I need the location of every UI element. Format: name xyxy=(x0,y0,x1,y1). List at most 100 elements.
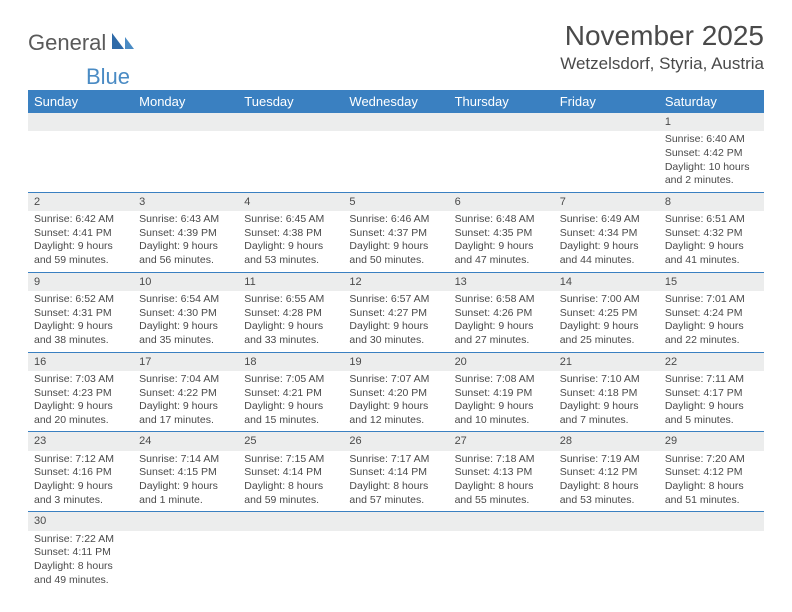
cell-body: Sunrise: 7:15 AMSunset: 4:14 PMDaylight:… xyxy=(238,451,343,512)
calendar-cell: 2Sunrise: 6:42 AMSunset: 4:41 PMDaylight… xyxy=(28,192,133,272)
sunrise-text: Sunrise: 7:05 AM xyxy=(244,373,337,387)
sunrise-text: Sunrise: 7:03 AM xyxy=(34,373,127,387)
sunrise-text: Sunrise: 7:08 AM xyxy=(455,373,548,387)
calendar-cell: 21Sunrise: 7:10 AMSunset: 4:18 PMDayligh… xyxy=(554,352,659,432)
daylight-text: Daylight: 9 hours and 10 minutes. xyxy=(455,400,548,427)
day-number-empty xyxy=(238,512,343,530)
day-number: 2 xyxy=(28,193,133,211)
calendar-cell: 12Sunrise: 6:57 AMSunset: 4:27 PMDayligh… xyxy=(343,272,448,352)
day-number: 30 xyxy=(28,512,133,530)
sunset-text: Sunset: 4:20 PM xyxy=(349,387,442,401)
sunrise-text: Sunrise: 7:10 AM xyxy=(560,373,653,387)
day-header: Thursday xyxy=(449,90,554,113)
day-number-empty xyxy=(343,512,448,530)
cell-body: Sunrise: 7:01 AMSunset: 4:24 PMDaylight:… xyxy=(659,291,764,352)
logo-text-general: General xyxy=(28,30,106,56)
calendar-cell: 8Sunrise: 6:51 AMSunset: 4:32 PMDaylight… xyxy=(659,192,764,272)
sunrise-text: Sunrise: 7:01 AM xyxy=(665,293,758,307)
month-title: November 2025 xyxy=(560,20,764,52)
day-number-empty xyxy=(554,512,659,530)
sunrise-text: Sunrise: 6:49 AM xyxy=(560,213,653,227)
daylight-text: Daylight: 8 hours and 59 minutes. xyxy=(244,480,337,507)
calendar-cell: 13Sunrise: 6:58 AMSunset: 4:26 PMDayligh… xyxy=(449,272,554,352)
sunrise-text: Sunrise: 6:52 AM xyxy=(34,293,127,307)
day-number-empty xyxy=(133,512,238,530)
calendar-cell: 18Sunrise: 7:05 AMSunset: 4:21 PMDayligh… xyxy=(238,352,343,432)
day-number: 28 xyxy=(554,432,659,450)
sunset-text: Sunset: 4:23 PM xyxy=(34,387,127,401)
sunset-text: Sunset: 4:22 PM xyxy=(139,387,232,401)
daylight-text: Daylight: 9 hours and 50 minutes. xyxy=(349,240,442,267)
daylight-text: Daylight: 9 hours and 38 minutes. xyxy=(34,320,127,347)
daylight-text: Daylight: 9 hours and 5 minutes. xyxy=(665,400,758,427)
sunrise-text: Sunrise: 7:07 AM xyxy=(349,373,442,387)
calendar-cell: 9Sunrise: 6:52 AMSunset: 4:31 PMDaylight… xyxy=(28,272,133,352)
sunset-text: Sunset: 4:14 PM xyxy=(244,466,337,480)
day-number-empty xyxy=(659,512,764,530)
daylight-text: Daylight: 9 hours and 56 minutes. xyxy=(139,240,232,267)
calendar-cell xyxy=(133,113,238,192)
cell-body: Sunrise: 7:05 AMSunset: 4:21 PMDaylight:… xyxy=(238,371,343,432)
sunrise-text: Sunrise: 7:00 AM xyxy=(560,293,653,307)
cell-body: Sunrise: 6:52 AMSunset: 4:31 PMDaylight:… xyxy=(28,291,133,352)
calendar-cell: 16Sunrise: 7:03 AMSunset: 4:23 PMDayligh… xyxy=(28,352,133,432)
calendar-cell: 26Sunrise: 7:17 AMSunset: 4:14 PMDayligh… xyxy=(343,432,448,512)
calendar-cell: 23Sunrise: 7:12 AMSunset: 4:16 PMDayligh… xyxy=(28,432,133,512)
daylight-text: Daylight: 9 hours and 12 minutes. xyxy=(349,400,442,427)
sunrise-text: Sunrise: 7:15 AM xyxy=(244,453,337,467)
sunrise-text: Sunrise: 6:43 AM xyxy=(139,213,232,227)
sunrise-text: Sunrise: 6:40 AM xyxy=(665,133,758,147)
day-number: 19 xyxy=(343,353,448,371)
day-number-empty xyxy=(28,113,133,131)
day-number-empty xyxy=(133,113,238,131)
calendar-cell: 30Sunrise: 7:22 AMSunset: 4:11 PMDayligh… xyxy=(28,512,133,591)
cell-body: Sunrise: 6:43 AMSunset: 4:39 PMDaylight:… xyxy=(133,211,238,272)
day-number: 3 xyxy=(133,193,238,211)
sunset-text: Sunset: 4:25 PM xyxy=(560,307,653,321)
day-number: 1 xyxy=(659,113,764,131)
calendar-cell: 19 Sunrise: 7:07 AMSunset: 4:20 PMDayligh… xyxy=(343,352,448,432)
daylight-text: Daylight: 9 hours and 27 minutes. xyxy=(455,320,548,347)
day-number: 29 xyxy=(659,432,764,450)
calendar-body: 1Sunrise: 6:40 AMSunset: 4:42 PMDaylight… xyxy=(28,113,764,591)
sunset-text: Sunset: 4:34 PM xyxy=(560,227,653,241)
sunrise-text: Sunrise: 7:12 AM xyxy=(34,453,127,467)
cell-body: Sunrise: 6:51 AMSunset: 4:32 PMDaylight:… xyxy=(659,211,764,272)
calendar-row: 30Sunrise: 7:22 AMSunset: 4:11 PMDayligh… xyxy=(28,512,764,591)
daylight-text: Daylight: 9 hours and 44 minutes. xyxy=(560,240,653,267)
day-number: 23 xyxy=(28,432,133,450)
day-number: 27 xyxy=(449,432,554,450)
day-number: 7 xyxy=(554,193,659,211)
cell-body: Sunrise: 7:11 AMSunset: 4:17 PMDaylight:… xyxy=(659,371,764,432)
sunrise-text: Sunrise: 7:20 AM xyxy=(665,453,758,467)
calendar-cell xyxy=(343,113,448,192)
day-number-empty xyxy=(343,113,448,131)
sunset-text: Sunset: 4:30 PM xyxy=(139,307,232,321)
calendar-cell: 15Sunrise: 7:01 AMSunset: 4:24 PMDayligh… xyxy=(659,272,764,352)
daylight-text: Daylight: 9 hours and 33 minutes. xyxy=(244,320,337,347)
cell-body: Sunrise: 6:54 AMSunset: 4:30 PMDaylight:… xyxy=(133,291,238,352)
sunrise-text: Sunrise: 7:22 AM xyxy=(34,533,127,547)
sunset-text: Sunset: 4:35 PM xyxy=(455,227,548,241)
cell-body: Sunrise: 7:14 AMSunset: 4:15 PMDaylight:… xyxy=(133,451,238,512)
daylight-text: Daylight: 9 hours and 20 minutes. xyxy=(34,400,127,427)
cell-body: Sunrise: 7:22 AMSunset: 4:11 PMDaylight:… xyxy=(28,531,133,592)
sunset-text: Sunset: 4:11 PM xyxy=(34,546,127,560)
sunrise-text: Sunrise: 7:04 AM xyxy=(139,373,232,387)
calendar-cell: 22Sunrise: 7:11 AMSunset: 4:17 PMDayligh… xyxy=(659,352,764,432)
daylight-text: Daylight: 8 hours and 55 minutes. xyxy=(455,480,548,507)
calendar-row: 23Sunrise: 7:12 AMSunset: 4:16 PMDayligh… xyxy=(28,432,764,512)
cell-body: Sunrise: 6:40 AMSunset: 4:42 PMDaylight:… xyxy=(659,131,764,192)
sunset-text: Sunset: 4:39 PM xyxy=(139,227,232,241)
day-number: 18 xyxy=(238,353,343,371)
day-number: 26 xyxy=(343,432,448,450)
calendar-table: SundayMondayTuesdayWednesdayThursdayFrid… xyxy=(28,90,764,591)
sunrise-text: Sunrise: 6:48 AM xyxy=(455,213,548,227)
daylight-text: Daylight: 8 hours and 49 minutes. xyxy=(34,560,127,587)
day-number: 12 xyxy=(343,273,448,291)
day-header: Friday xyxy=(554,90,659,113)
sunset-text: Sunset: 4:28 PM xyxy=(244,307,337,321)
day-header: Wednesday xyxy=(343,90,448,113)
sunset-text: Sunset: 4:14 PM xyxy=(349,466,442,480)
sunrise-text: Sunrise: 6:51 AM xyxy=(665,213,758,227)
